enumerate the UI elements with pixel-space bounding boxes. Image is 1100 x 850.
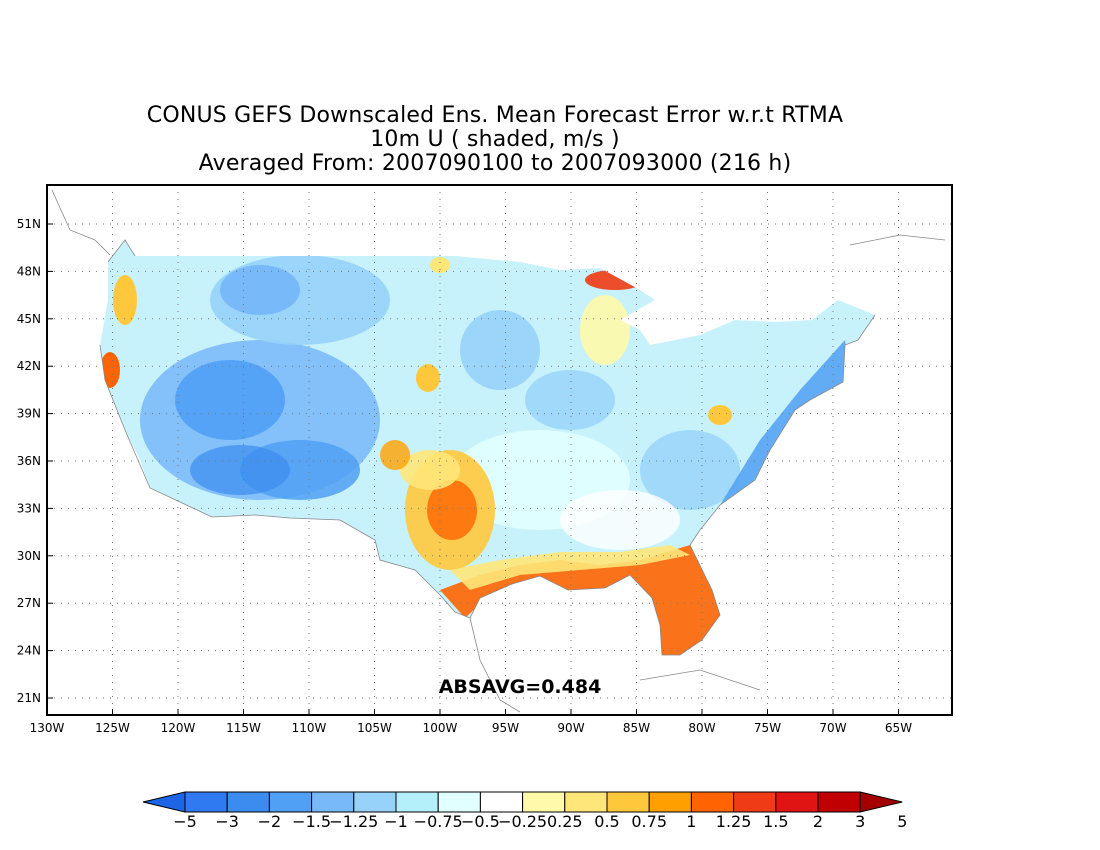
lon-tick-label: 90W: [557, 721, 584, 735]
colorbar-extend-low: [142, 791, 186, 813]
colorbar-swatch: [522, 791, 566, 813]
colorbar-swatch: [817, 791, 861, 813]
lat-tick-label: 45N: [17, 312, 41, 326]
lon-tick-label: 95W: [492, 721, 519, 735]
colorbar-label: 0.5: [594, 812, 619, 831]
absavg-label: ABSAVG=0.484: [439, 676, 602, 698]
colorbar-label: 1: [686, 812, 696, 831]
colorbar-label: 0.75: [631, 812, 667, 831]
chart-subtitle-variable: 10m U ( shaded, m/s ): [370, 127, 620, 152]
chart-subtitle-period: Averaged From: 2007090100 to 2007093000 …: [198, 151, 792, 176]
colorbar-label: −1.25: [329, 812, 378, 831]
colorbar-swatch: [690, 791, 735, 813]
colorbar-label: −0.75: [414, 812, 463, 831]
map-frame: [46, 184, 953, 716]
colorbar-swatch: [353, 791, 397, 813]
colorbar-swatch: [733, 791, 777, 813]
colorbar-label: 5: [897, 812, 907, 831]
colorbar-label: −1.5: [292, 812, 331, 831]
lat-tick-label: 21N: [17, 691, 41, 705]
colorbar-label: −1: [384, 812, 408, 831]
colorbar-label: −2: [258, 812, 282, 831]
colorbar-swatch: [437, 791, 481, 813]
lat-tick-label: 33N: [17, 501, 41, 515]
lat-tick-label: 24N: [17, 644, 41, 658]
lon-tick-label: 130W: [30, 721, 65, 735]
colorbar-swatch: [775, 791, 819, 813]
lon-tick-label: 100W: [423, 721, 458, 735]
colorbar-extend-high: [859, 791, 903, 813]
lon-tick-label: 125W: [95, 721, 130, 735]
lat-tick-label: 27N: [17, 596, 41, 610]
lat-tick-label: 39N: [17, 407, 41, 421]
chart-title: CONUS GEFS Downscaled Ens. Mean Forecast…: [146, 103, 844, 128]
colorbar-label: 3: [855, 812, 865, 831]
lat-tick-label: 51N: [17, 217, 41, 231]
colorbar-swatch: [268, 791, 313, 813]
colorbar-label: −5: [173, 812, 197, 831]
colorbar-swatch: [564, 791, 608, 813]
latitude-axis: 21N 24N 27N 30N 33N 36N 39N 42N 45N 48N 51N: [17, 217, 53, 705]
colorbar: −5 −3 −2 −1.5−1.25 −1 −0.75−0.5−0.25 0.25 0.5 0.…: [142, 791, 907, 831]
lon-tick-label: 75W: [754, 721, 781, 735]
lon-tick-label: 105W: [357, 721, 392, 735]
lon-tick-label: 120W: [161, 721, 196, 735]
lon-tick-label: 80W: [688, 721, 715, 735]
longitude-axis: 130W 125W 120W 115W 110W 105W 100W 95W 90W 85W 80W…: [30, 709, 912, 735]
lon-tick-label: 85W: [623, 721, 650, 735]
colorbar-swatch: [311, 791, 355, 813]
colorbar-swatch: [395, 791, 439, 813]
lon-tick-label: 65W: [885, 721, 912, 735]
lon-tick-label: 110W: [292, 721, 327, 735]
colorbar-label: 2: [813, 812, 823, 831]
lat-tick-label: 36N: [17, 454, 41, 468]
colorbar-label: −0.5: [461, 812, 500, 831]
colorbar-swatch: [648, 791, 692, 813]
colorbar-swatch: [479, 791, 524, 813]
coastlines: [51, 189, 946, 713]
colorbar-label: −0.25: [498, 812, 547, 831]
colorbar-label: 0.25: [547, 812, 583, 831]
map-gridlines: [47, 185, 952, 715]
lon-tick-label: 115W: [226, 721, 261, 735]
lat-tick-label: 30N: [17, 549, 41, 563]
lon-tick-label: 70W: [819, 721, 846, 735]
colorbar-label: 1.25: [716, 812, 752, 831]
colorbar-swatch: [606, 791, 650, 813]
colorbar-label: 1.5: [763, 812, 788, 831]
colorbar-swatch: [184, 791, 228, 813]
colorbar-label: −3: [215, 812, 239, 831]
colorbar-swatch: [226, 791, 270, 813]
lat-tick-label: 48N: [17, 264, 41, 278]
lat-tick-label: 42N: [17, 359, 41, 373]
